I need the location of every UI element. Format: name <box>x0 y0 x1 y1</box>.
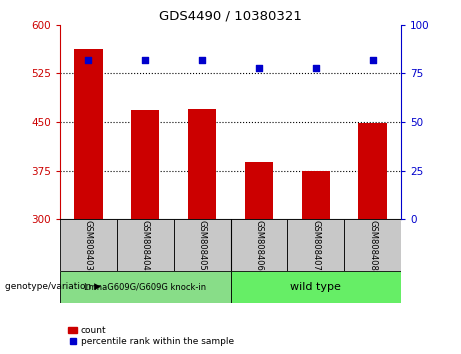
Text: genotype/variation ▶: genotype/variation ▶ <box>5 282 100 291</box>
Bar <box>301 171 330 219</box>
Point <box>255 65 263 70</box>
Text: GSM808403: GSM808403 <box>84 220 93 270</box>
Text: GSM808406: GSM808406 <box>254 220 263 270</box>
Legend: count, percentile rank within the sample: count, percentile rank within the sample <box>65 322 237 349</box>
Bar <box>117 219 174 271</box>
Bar <box>60 271 230 303</box>
Title: GDS4490 / 10380321: GDS4490 / 10380321 <box>159 9 302 22</box>
Text: GSM808405: GSM808405 <box>198 220 207 270</box>
Point <box>312 65 319 70</box>
Point <box>198 57 206 63</box>
Text: GSM808408: GSM808408 <box>368 220 377 270</box>
Text: GSM808407: GSM808407 <box>311 220 320 270</box>
Text: LmnaG609G/G609G knock-in: LmnaG609G/G609G knock-in <box>84 282 206 291</box>
Text: GSM808404: GSM808404 <box>141 220 150 270</box>
Bar <box>60 219 117 271</box>
Bar <box>230 271 401 303</box>
Bar <box>245 162 273 219</box>
Bar <box>287 219 344 271</box>
Point <box>142 57 149 63</box>
Point <box>85 57 92 63</box>
Bar <box>74 50 102 219</box>
Bar <box>230 219 287 271</box>
Point <box>369 57 376 63</box>
Bar <box>188 109 216 219</box>
Bar <box>131 110 160 219</box>
Bar <box>174 219 230 271</box>
Bar <box>344 219 401 271</box>
Text: wild type: wild type <box>290 282 341 292</box>
Bar <box>358 124 387 219</box>
